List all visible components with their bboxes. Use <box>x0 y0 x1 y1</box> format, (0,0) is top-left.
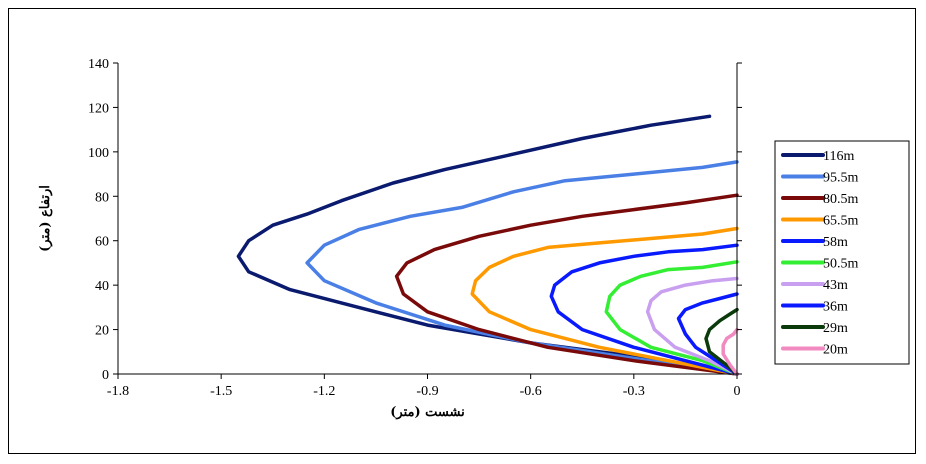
legend: 116m 95.5m 80.5m 65.5m 58m 50.5m 43m 36m 29m 20m <box>774 140 910 365</box>
legend-label: 80.5m <box>823 192 859 207</box>
chart-frame: 0 20 40 60 80 100 120 140 -1.8 -1.5 -1.2 -0.9 -0.6 -0… <box>8 8 916 454</box>
legend-label: 43m <box>823 278 848 293</box>
x-tick-label: -0.9 <box>416 384 438 399</box>
y-tick-label: 40 <box>95 279 109 294</box>
legend-label: 116m <box>823 149 854 164</box>
x-tick-label: -1.8 <box>107 384 129 399</box>
series-line-80.5m <box>394 193 739 376</box>
series-line-95.5m <box>305 160 739 376</box>
series-line-116m <box>236 114 739 376</box>
y-axis-title: ارتفاع (متر) <box>38 185 53 252</box>
series-line-36m <box>676 292 739 376</box>
y-tick-label: 100 <box>88 146 109 161</box>
legend-label: 58m <box>823 235 848 250</box>
y-tick-label: 20 <box>95 324 109 339</box>
legend-label: 65.5m <box>823 214 859 229</box>
series-line-58m <box>549 243 739 376</box>
series-line-65.5m <box>470 226 739 376</box>
legend-label: 95.5m <box>823 171 859 186</box>
series-layer <box>236 114 739 376</box>
x-tick-label: -0.3 <box>623 384 645 399</box>
x-tick-label: -0.6 <box>520 384 542 399</box>
series-line-20m <box>721 327 739 376</box>
plot-background <box>118 63 737 374</box>
x-tick-label: -1.5 <box>210 384 232 399</box>
legend-label: 20m <box>823 343 848 358</box>
y-tick-label: 80 <box>95 190 109 205</box>
legend-label: 50.5m <box>823 257 859 272</box>
y-tick-label: 140 <box>88 57 109 72</box>
legend-label: 29m <box>823 321 848 336</box>
y-tick-label: 0 <box>102 368 109 383</box>
series-line-50.5m <box>604 260 739 376</box>
series-line-43m <box>645 276 739 376</box>
axes-layer: 0 20 40 60 80 100 120 140 -1.8 -1.5 -1.2 -0.9 -0.6 -0… <box>88 57 742 399</box>
chart-svg: 0 20 40 60 80 100 120 140 -1.8 -1.5 -1.2 -0.9 -0.6 -0… <box>38 57 910 420</box>
x-tick-label: 0 <box>734 384 741 399</box>
legend-label: 36m <box>823 300 848 315</box>
y-tick-label: 60 <box>95 235 109 250</box>
plot-area <box>118 63 737 374</box>
y-tick-label: 120 <box>88 101 109 116</box>
x-axis-title: نشست (متر) <box>390 405 464 420</box>
series-line-29m <box>704 307 739 376</box>
x-tick-label: -1.2 <box>313 384 335 399</box>
